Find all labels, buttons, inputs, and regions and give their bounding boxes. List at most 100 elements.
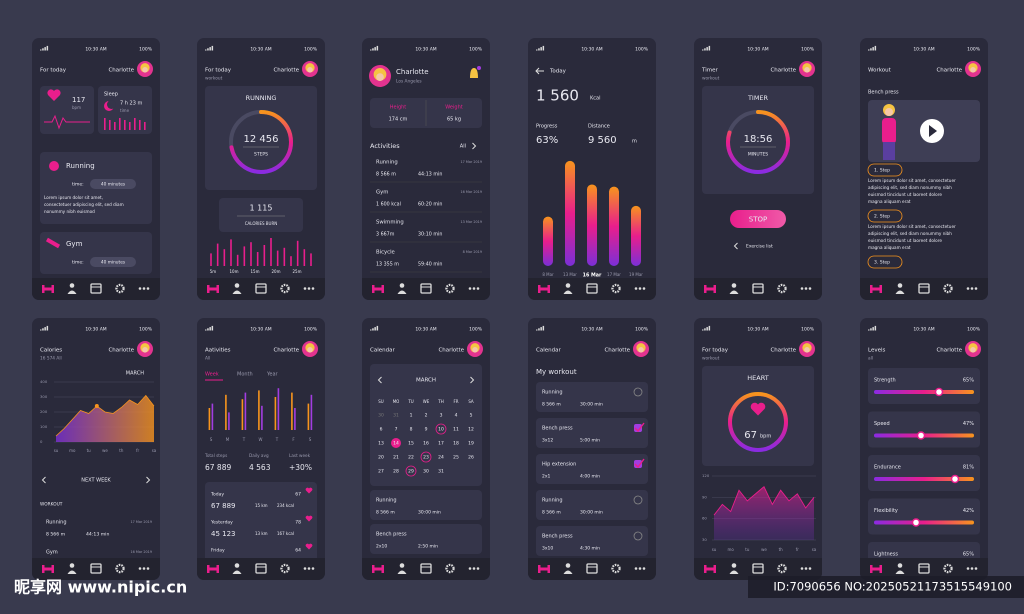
label: CALORIES BURN (245, 221, 278, 226)
nav-icon (777, 283, 787, 294)
label: MINUTES (748, 152, 768, 158)
signal-bar (40, 329, 42, 331)
sleep-bar (124, 120, 126, 130)
label: HEART (747, 374, 768, 382)
signal-bar (211, 45, 214, 51)
label: 65% (963, 378, 974, 384)
nav-icon (381, 565, 384, 573)
label: Running (66, 162, 95, 170)
sleep-bar (139, 120, 141, 130)
signal-bar (42, 328, 44, 331)
nav-icon (611, 563, 621, 574)
nav-bar (528, 558, 656, 566)
label: 44:13 min (86, 532, 109, 538)
status-time: 10:30 AM (85, 47, 106, 53)
phone-frame (860, 318, 988, 580)
signal-bar (540, 327, 542, 331)
nav-icon (565, 563, 571, 568)
label: euismod tincidunt ut laoreet dolore (868, 192, 942, 197)
nav-icon (397, 570, 407, 574)
label: Today (549, 69, 567, 75)
bar (230, 239, 232, 266)
slider-track (874, 390, 974, 394)
x-tick-label: sa (812, 547, 817, 552)
label: FR (453, 399, 458, 404)
label: 42% (963, 508, 974, 514)
nav-icon (713, 565, 716, 573)
signal-bar (872, 327, 874, 331)
card (205, 482, 317, 562)
screen-title: For today (702, 348, 729, 354)
nav-icon (307, 287, 311, 290)
bar (208, 408, 211, 430)
chevron (146, 476, 151, 484)
figure-body (882, 118, 896, 144)
signal-bar (207, 48, 209, 51)
x-tick-label: fr (796, 547, 799, 552)
label: euismod tincidunt ut laoreet dolore (868, 238, 942, 243)
area (56, 395, 154, 442)
bar (256, 252, 259, 266)
label: m (632, 139, 637, 145)
nav-icon (472, 567, 476, 570)
nav-icon (232, 290, 242, 294)
bar (241, 399, 244, 430)
day: 21 (393, 455, 399, 461)
nav-icon (800, 287, 804, 290)
x-tick-label: 10m (230, 269, 239, 274)
sleep-bar (144, 122, 146, 130)
nav-icon (586, 283, 598, 294)
screen-title: Levels (868, 348, 886, 354)
user-name: Charlotte (108, 68, 134, 74)
gym-icon (45, 237, 61, 249)
phone-screen: 10:30 AM 100% For today workout Charlotte RUN… (197, 38, 325, 300)
line (713, 485, 815, 516)
label: 117 (72, 96, 85, 104)
nav-icon (970, 567, 974, 570)
signal-bar (868, 329, 870, 331)
checkbox (633, 387, 643, 397)
nav-icon (372, 565, 375, 573)
nav-icon (870, 285, 873, 293)
signal-bar (374, 47, 376, 51)
nav-icon (216, 285, 219, 293)
bar (543, 216, 553, 266)
signal-bar (376, 45, 379, 51)
nav-icon (472, 287, 476, 290)
bell (470, 68, 478, 78)
y-tick-label: 300 (40, 394, 48, 399)
label: 30:00 min (418, 510, 441, 516)
label: adipiscing elit, sed diam nonummy nibh (868, 185, 952, 190)
chevron (470, 376, 475, 384)
day-marked (420, 451, 432, 463)
label: STOP (749, 216, 767, 224)
nav-icon (731, 563, 737, 568)
label: Lorem ipsum dolor sit amet, consectetuer (868, 178, 956, 183)
battery: 100% (635, 47, 649, 53)
label: 2x10 (376, 544, 387, 550)
nav-icon (445, 563, 455, 574)
label: adipiscing elit, sed diam nonummy nibh (868, 231, 952, 236)
y-tick-label: 60 (702, 516, 707, 521)
user-name: Charlotte (273, 68, 299, 74)
label: 40 minutes (101, 260, 126, 266)
nav-bar (528, 278, 656, 286)
signal-bar (868, 49, 870, 51)
label: 13 Mar 2019 (461, 220, 483, 224)
nav-icon (399, 563, 405, 568)
signal-bar (205, 329, 207, 331)
label: 81% (963, 465, 974, 471)
nav-icon (918, 283, 930, 294)
label: 16 Mar 2019 (461, 190, 483, 194)
signal-bar (708, 325, 711, 331)
card (205, 86, 317, 190)
x-tick-label: th (119, 448, 124, 453)
nav-icon (879, 565, 882, 573)
label: 30:00 min (580, 402, 603, 408)
day: 30 (423, 469, 429, 475)
battery: 100% (967, 47, 981, 53)
nav-icon (611, 283, 621, 294)
signal-bar (370, 329, 372, 331)
x-tick-label: 13 Mar (563, 272, 577, 277)
